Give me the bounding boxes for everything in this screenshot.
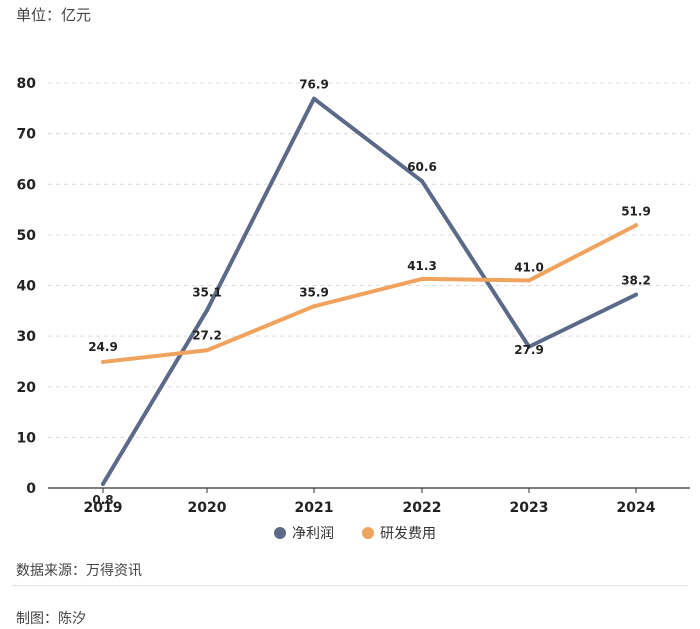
data-point-net-profit [527, 344, 531, 349]
data-label-net-profit: 0.8 [92, 493, 113, 507]
data-label-net-profit: 76.9 [299, 78, 329, 92]
x-tick-label: 2022 [403, 500, 442, 516]
data-label-rd-expense: 35.9 [299, 285, 329, 299]
data-label-net-profit: 35.1 [192, 285, 222, 299]
y-axis-ticks: 0 10 20 30 40 50 60 70 80 [17, 76, 37, 497]
data-label-rd-expense: 41.0 [514, 260, 544, 274]
legend-label-net-profit: 净利润 [292, 526, 334, 542]
data-point-net-profit [101, 481, 105, 486]
data-label-rd-expense: 51.9 [621, 204, 651, 218]
data-point-net-profit [420, 179, 424, 184]
data-labels: 0.8 35.1 76.9 60.6 27.9 38.2 24.9 27.2 35.9 41.3 4… [88, 78, 651, 507]
y-tick-label: 0 [26, 481, 36, 497]
data-label-net-profit: 27.9 [514, 343, 544, 357]
data-point-net-profit [205, 308, 209, 313]
legend-marker-rd-expense [362, 527, 374, 539]
x-tick-label: 2023 [510, 500, 549, 516]
data-point-rd-expense [205, 348, 209, 353]
y-tick-label: 50 [17, 228, 37, 244]
data-label-rd-expense: 27.2 [192, 328, 222, 342]
legend-label-rd-expense: 研发费用 [380, 526, 436, 542]
x-tick-label: 2021 [295, 500, 334, 516]
x-tick-label: 2020 [188, 500, 227, 516]
y-tick-label: 10 [17, 430, 37, 446]
grid-lines [48, 82, 690, 489]
data-point-net-profit [312, 96, 316, 101]
data-label-net-profit: 38.2 [621, 274, 651, 288]
y-tick-label: 70 [17, 127, 37, 143]
data-point-rd-expense [527, 278, 531, 283]
unit-label: 单位：亿元 [16, 6, 92, 24]
series-line-net-profit [101, 96, 638, 486]
author-note: 制图：陈汐 [16, 611, 86, 627]
data-label-rd-expense: 24.9 [88, 340, 118, 354]
x-tick-label: 2024 [617, 500, 656, 516]
data-point-rd-expense [312, 304, 316, 309]
legend: 净利润 研发费用 [274, 526, 436, 542]
y-tick-label: 60 [17, 177, 37, 193]
data-point-net-profit [634, 292, 638, 297]
data-point-rd-expense [101, 359, 105, 364]
source-note: 数据来源：万得资讯 [16, 563, 142, 579]
data-label-net-profit: 60.6 [407, 160, 437, 174]
data-label-rd-expense: 41.3 [407, 259, 437, 273]
data-point-rd-expense [634, 223, 638, 228]
data-point-rd-expense [420, 276, 424, 281]
y-tick-label: 30 [17, 329, 37, 345]
legend-marker-net-profit [274, 527, 286, 539]
series-line-rd-expense [101, 223, 638, 364]
x-axis-ticks: 2019 2020 2021 2022 2023 2024 [84, 488, 656, 516]
y-tick-label: 40 [17, 279, 37, 295]
series-lines [101, 96, 638, 486]
divider [12, 585, 688, 586]
x-tick-label: 2019 [84, 500, 123, 516]
y-tick-label: 80 [17, 76, 37, 92]
y-tick-label: 20 [17, 380, 37, 396]
